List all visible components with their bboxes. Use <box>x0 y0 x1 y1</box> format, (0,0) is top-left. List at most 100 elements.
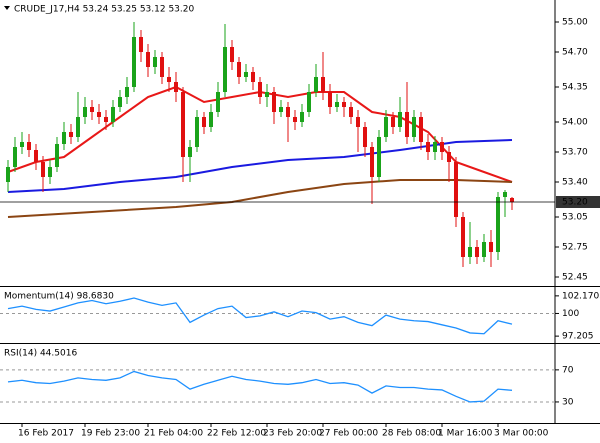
candle-body <box>510 198 514 202</box>
candle-body <box>118 97 122 107</box>
candle-body <box>230 47 234 62</box>
candle-body <box>286 107 290 117</box>
candle-body <box>90 107 94 112</box>
y-tick-label: 54.00 <box>562 118 588 128</box>
candle-body <box>426 142 430 152</box>
candle-body <box>34 150 38 162</box>
y-tick-label: 102.1703 <box>562 291 600 301</box>
candle-body <box>237 62 241 77</box>
indicator-line <box>7 297 513 335</box>
symbol-icon <box>4 6 10 10</box>
candle-body <box>6 167 10 182</box>
candle-body <box>391 117 395 127</box>
y-tick-label: 70 <box>562 365 574 375</box>
y-tick-label: 30 <box>562 397 574 407</box>
candle-body <box>328 92 332 107</box>
candle-body <box>461 217 465 257</box>
candle-body <box>342 102 346 107</box>
last-price-label: 53.20 <box>562 198 588 208</box>
candle-body <box>195 117 199 147</box>
indicator-line <box>7 370 513 403</box>
candle-body <box>48 167 52 177</box>
candle-body <box>300 112 304 122</box>
candle-body <box>377 137 381 177</box>
candle-body <box>251 72 255 82</box>
candle-body <box>174 82 178 92</box>
candle-body <box>202 117 206 127</box>
candle-body <box>433 142 437 152</box>
y-tick-label: 97.205 <box>562 332 594 342</box>
candle-body <box>363 127 367 147</box>
chart-title: CRUDE_J17,H4 53.24 53.25 53.12 53.20 <box>14 5 194 15</box>
x-tick-label: 28 Feb 08:00 <box>382 429 441 439</box>
candle-body <box>69 132 73 137</box>
candle-body <box>265 92 269 97</box>
candle-body <box>216 92 220 112</box>
candle-body <box>146 52 150 67</box>
candle-body <box>489 242 493 252</box>
candle-body <box>398 112 402 127</box>
candle-body <box>384 117 388 137</box>
candle-body <box>20 142 24 147</box>
x-tick-label: 27 Feb 00:00 <box>319 429 378 439</box>
candle-body <box>349 107 353 117</box>
candle-body <box>55 144 59 167</box>
candle-body <box>188 147 192 157</box>
moving-average <box>7 179 513 218</box>
candle-body <box>167 77 171 82</box>
candle-body <box>475 247 479 257</box>
candle-body <box>132 37 136 87</box>
candle-body <box>27 142 31 150</box>
x-tick-label: 22 Feb 12:00 <box>207 429 266 439</box>
y-tick-label: 55.00 <box>562 18 588 28</box>
y-tick-label: 54.70 <box>562 48 588 58</box>
candle-body <box>307 92 311 112</box>
candle-body <box>279 107 283 112</box>
candle-body <box>258 82 262 97</box>
candle-body <box>454 162 458 217</box>
x-tick-label: 1 Mar 16:00 <box>438 429 493 439</box>
y-tick-label: 100 <box>562 309 579 319</box>
candle-body <box>244 72 248 77</box>
candle-body <box>370 147 374 177</box>
candle-body <box>104 117 108 122</box>
candle-body <box>41 162 45 177</box>
candle-body <box>419 117 423 142</box>
candle-body <box>468 247 472 257</box>
x-tick-label: 23 Feb 20:00 <box>263 429 322 439</box>
candle-body <box>13 147 17 167</box>
candle-body <box>335 102 339 107</box>
candle-body <box>496 197 500 252</box>
candle-body <box>111 107 115 122</box>
candle-body <box>125 87 129 97</box>
y-tick-label: 54.35 <box>562 83 588 93</box>
candle-body <box>293 117 297 122</box>
candle-body <box>405 112 409 137</box>
candle-body <box>272 92 276 112</box>
candle-body <box>356 117 360 127</box>
y-tick-label: 53.40 <box>562 178 588 188</box>
y-tick-label: 53.05 <box>562 213 588 223</box>
candle-body <box>160 57 164 77</box>
candle-body <box>97 112 101 117</box>
candle-body <box>321 77 325 92</box>
last-price-box <box>556 196 600 208</box>
candle-body <box>83 107 87 117</box>
candle-body <box>223 47 227 92</box>
candle-body <box>181 92 185 157</box>
candle-body <box>139 37 143 52</box>
candle-body <box>314 77 318 92</box>
candle-body <box>482 242 486 257</box>
y-tick-label: 52.45 <box>562 273 588 283</box>
x-tick-label: 16 Feb 2017 <box>18 429 74 439</box>
x-tick-label: 21 Feb 04:00 <box>144 429 203 439</box>
candle-body <box>62 132 66 144</box>
candle-body <box>76 117 80 137</box>
indicator-title: RSI(14) 44.5016 <box>4 349 77 359</box>
x-tick-label: 19 Feb 23:00 <box>81 429 140 439</box>
candle-body <box>503 192 507 197</box>
candle-body <box>447 152 451 162</box>
